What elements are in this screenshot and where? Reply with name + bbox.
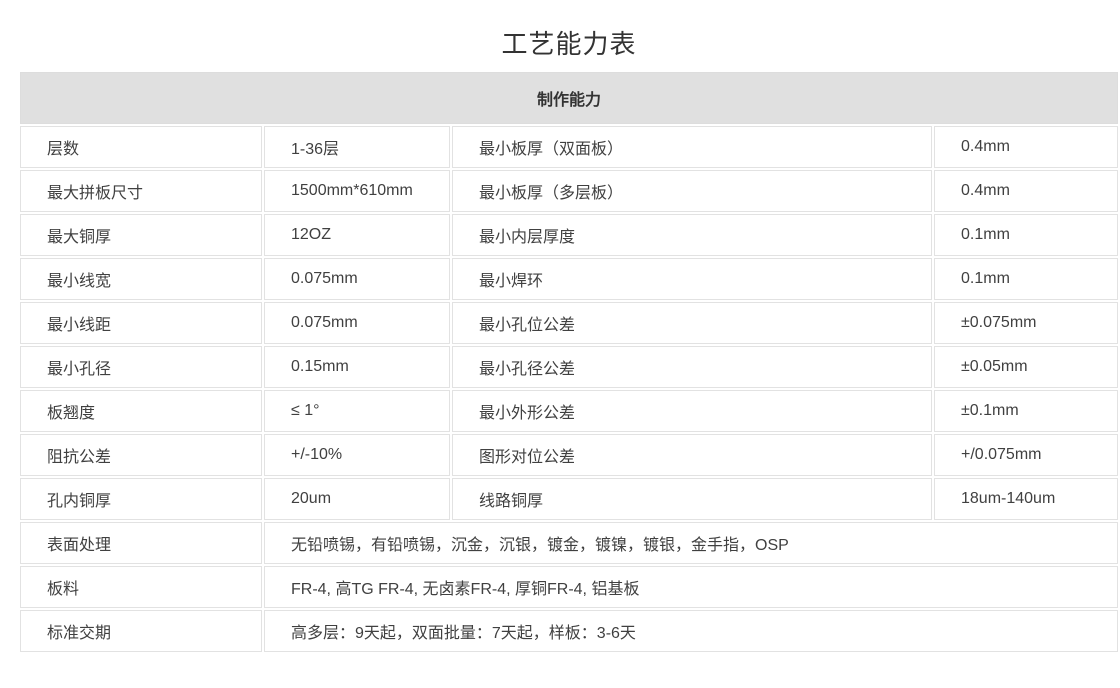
row-label: 最小孔径	[20, 346, 262, 388]
row-label: 标准交期	[20, 610, 262, 652]
table-row: 孔内铜厚 20um 线路铜厚 18um-140um	[20, 478, 1118, 520]
table-row: 最大铜厚 12OZ 最小内层厚度 0.1mm	[20, 214, 1118, 256]
row-label: 最小线距	[20, 302, 262, 344]
row-value: 无铅喷锡，有铅喷锡，沉金，沉银，镀金，镀镍，镀银，金手指，OSP	[264, 522, 1118, 564]
table-row: 最小线距 0.075mm 最小孔位公差 ±0.075mm	[20, 302, 1118, 344]
row-value: ±0.05mm	[934, 346, 1118, 388]
row-value: FR-4, 高TG FR-4, 无卤素FR-4, 厚铜FR-4, 铝基板	[264, 566, 1118, 608]
row-label: 孔内铜厚	[20, 478, 262, 520]
row-value: 0.4mm	[934, 126, 1118, 168]
row-label: 最大拼板尺寸	[20, 170, 262, 212]
row-value: +/-10%	[264, 434, 450, 476]
table-row: 层数 1-36层 最小板厚（双面板） 0.4mm	[20, 126, 1118, 168]
row-label: 图形对位公差	[452, 434, 932, 476]
row-label: 最小板厚（双面板）	[452, 126, 932, 168]
row-value: 20um	[264, 478, 450, 520]
row-label: 最小外形公差	[452, 390, 932, 432]
row-label: 线路铜厚	[452, 478, 932, 520]
row-label: 板翘度	[20, 390, 262, 432]
table-row: 最小线宽 0.075mm 最小焊环 0.1mm	[20, 258, 1118, 300]
table-row: 板翘度 ≤ 1° 最小外形公差 ±0.1mm	[20, 390, 1118, 432]
page-title: 工艺能力表	[501, 29, 637, 59]
row-label: 表面处理	[20, 522, 262, 564]
row-label: 阻抗公差	[20, 434, 262, 476]
capability-table: 制作能力 层数 1-36层 最小板厚（双面板） 0.4mm 最大拼板尺寸 1500mm*6…	[18, 70, 1120, 654]
process-capability-page: 工艺能力表 制作能力 层数 1-36层 最小板厚（双面板） 0.4mm 最大拼板尺寸 15…	[0, 26, 1120, 688]
row-label: 最大铜厚	[20, 214, 262, 256]
row-value: 18um-140um	[934, 478, 1118, 520]
row-label: 层数	[20, 126, 262, 168]
table-row: 最小孔径 0.15mm 最小孔径公差 ±0.05mm	[20, 346, 1118, 388]
table-header-row: 制作能力	[20, 72, 1118, 124]
row-value: 0.075mm	[264, 258, 450, 300]
table-row: 表面处理 无铅喷锡，有铅喷锡，沉金，沉银，镀金，镀镍，镀银，金手指，OSP	[20, 522, 1118, 564]
row-label: 最小内层厚度	[452, 214, 932, 256]
row-value: 12OZ	[264, 214, 450, 256]
row-value: 0.1mm	[934, 214, 1118, 256]
row-value: ≤ 1°	[264, 390, 450, 432]
row-label: 最小板厚（多层板）	[452, 170, 932, 212]
table-row: 板料 FR-4, 高TG FR-4, 无卤素FR-4, 厚铜FR-4, 铝基板	[20, 566, 1118, 608]
row-label: 板料	[20, 566, 262, 608]
row-value: 1-36层	[264, 126, 450, 168]
row-label: 最小孔位公差	[452, 302, 932, 344]
row-value: 0.075mm	[264, 302, 450, 344]
table-row: 标准交期 高多层：9天起，双面批量：7天起，样板：3-6天	[20, 610, 1118, 652]
row-value: 高多层：9天起，双面批量：7天起，样板：3-6天	[264, 610, 1118, 652]
row-label: 最小孔径公差	[452, 346, 932, 388]
row-value: 0.1mm	[934, 258, 1118, 300]
row-value: ±0.075mm	[934, 302, 1118, 344]
row-value: 0.15mm	[264, 346, 450, 388]
table-group-header: 制作能力	[20, 72, 1118, 124]
row-value: 0.4mm	[934, 170, 1118, 212]
table-row: 阻抗公差 +/-10% 图形对位公差 +/0.075mm	[20, 434, 1118, 476]
capability-table-body: 层数 1-36层 最小板厚（双面板） 0.4mm 最大拼板尺寸 1500mm*610mm 最…	[20, 126, 1118, 652]
row-label: 最小线宽	[20, 258, 262, 300]
table-row: 最大拼板尺寸 1500mm*610mm 最小板厚（多层板） 0.4mm	[20, 170, 1118, 212]
row-value: 1500mm*610mm	[264, 170, 450, 212]
row-value: ±0.1mm	[934, 390, 1118, 432]
row-value: +/0.075mm	[934, 434, 1118, 476]
row-label: 最小焊环	[452, 258, 932, 300]
